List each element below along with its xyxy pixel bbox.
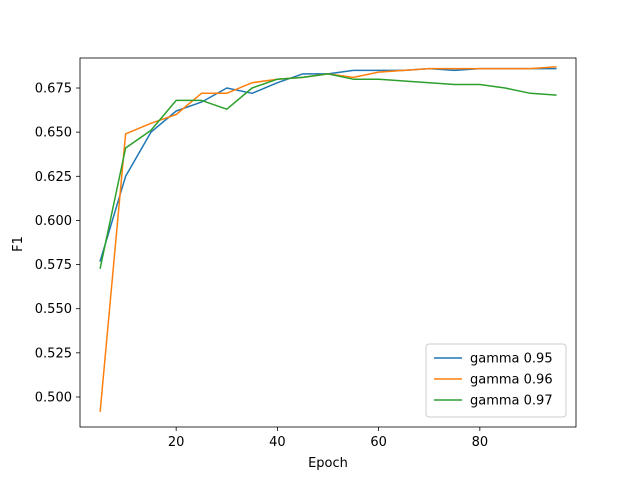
y-tick-label-0: 0.500	[35, 390, 72, 405]
legend-label-0: gamma 0.95	[470, 352, 553, 367]
y-tick-label-2: 0.550	[35, 302, 72, 317]
x-axis-label: Epoch	[308, 456, 348, 471]
y-tick-label-4: 0.600	[35, 214, 72, 229]
x-tick-label-0: 20	[168, 435, 185, 450]
legend-label-1: gamma 0.96	[470, 373, 553, 388]
plot-area	[79, 57, 577, 428]
legend: gamma 0.95 gamma 0.96 gamma 0.97	[425, 343, 567, 418]
series-line-2	[99, 73, 557, 269]
y-tick-label-1: 0.525	[35, 346, 72, 361]
plot-frame	[79, 57, 577, 428]
x-axis: 20 40 60 80	[168, 427, 488, 450]
y-axis: 0.500 0.525 0.550 0.575 0.600 0.625 0.650 0.675	[35, 82, 80, 405]
legend-box	[425, 343, 567, 418]
y-tick-label-5: 0.625	[35, 170, 72, 185]
x-tick-label-2: 60	[370, 435, 387, 450]
legend-label-2: gamma 0.97	[470, 394, 553, 409]
series-line-0	[99, 67, 557, 262]
y-tick-label-6: 0.650	[35, 126, 72, 141]
x-tick-label-3: 80	[472, 435, 489, 450]
y-tick-label-3: 0.575	[35, 258, 72, 273]
x-tick-label-1: 40	[269, 435, 286, 450]
y-axis-label: F1	[11, 236, 26, 252]
y-tick-label-7: 0.675	[35, 82, 72, 97]
